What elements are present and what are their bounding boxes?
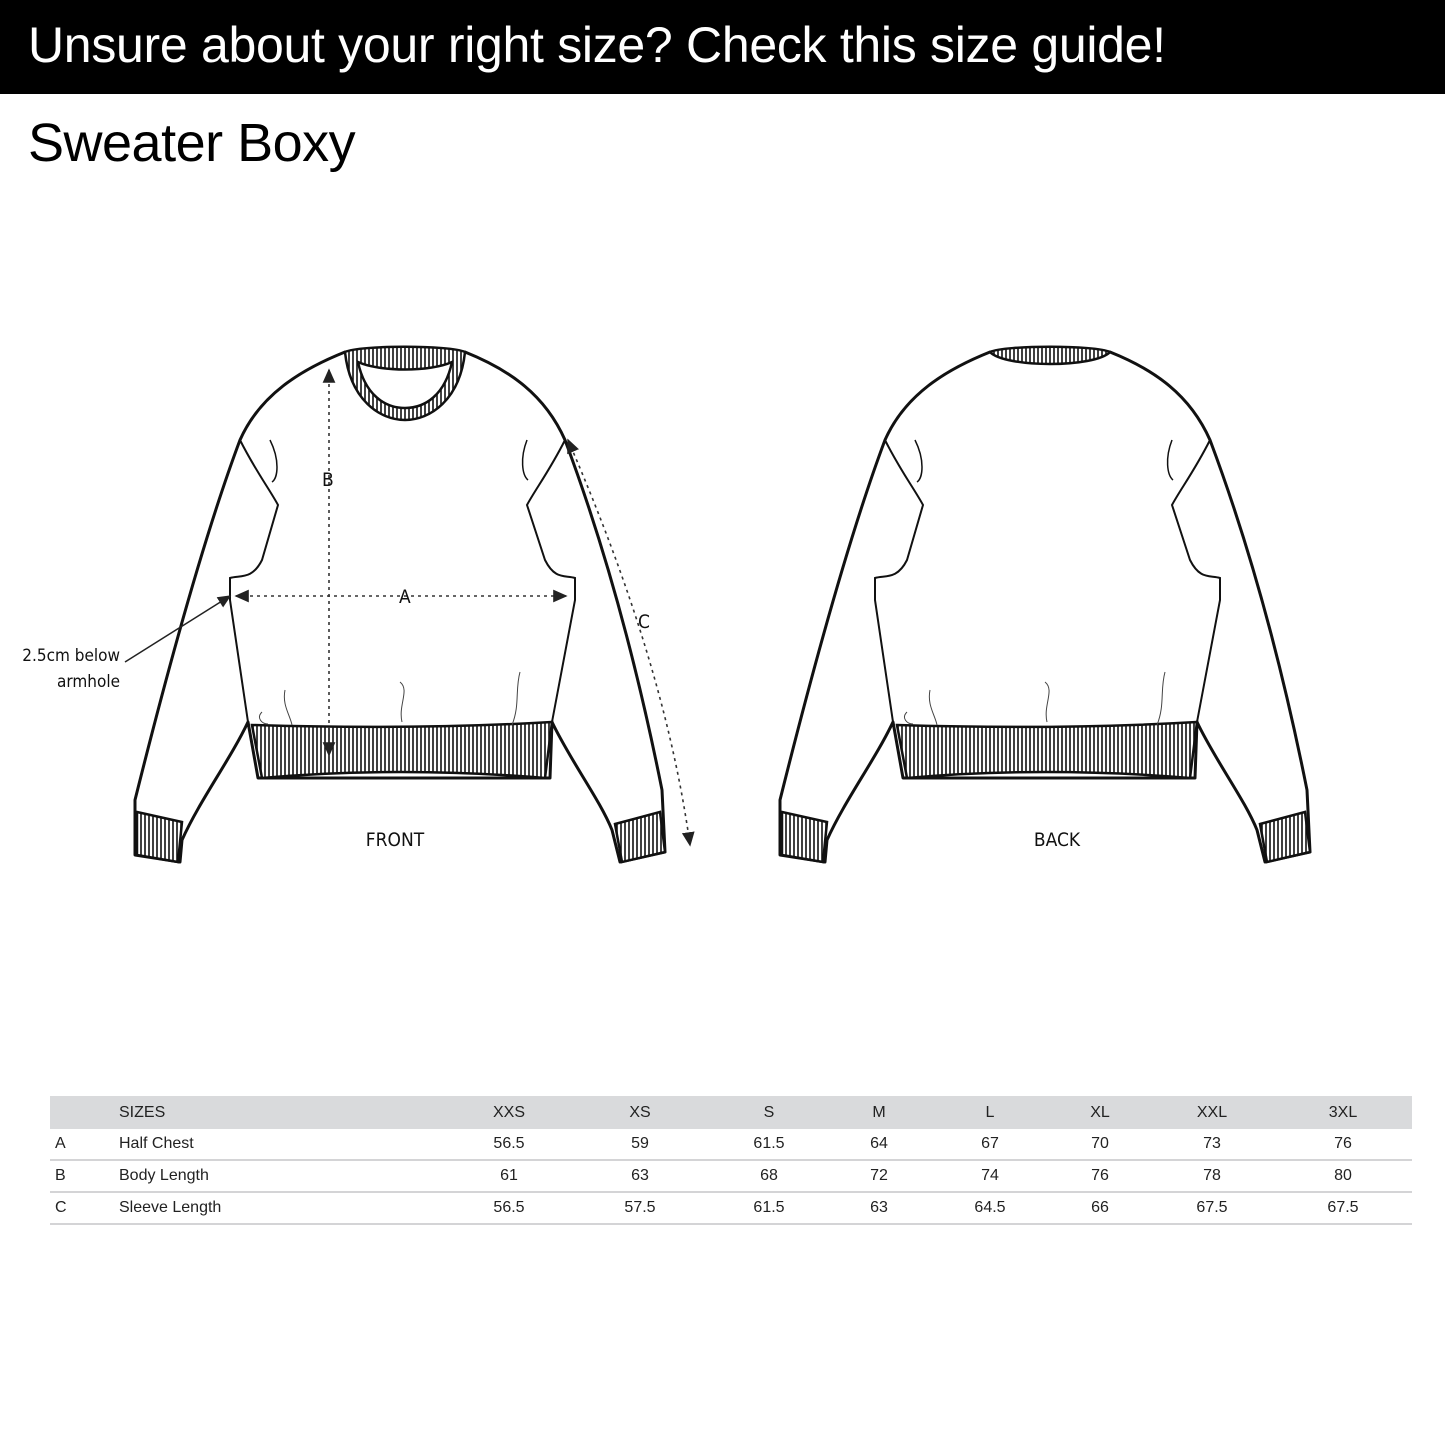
table-cell: 74 xyxy=(981,1167,999,1184)
table-cell: 76 xyxy=(1091,1167,1109,1184)
front-sweater xyxy=(133,345,667,864)
table-cell: 59 xyxy=(631,1135,649,1152)
size-table: SIZES XXS XS S M L XL XXL 3XL A Half Ches… xyxy=(50,1096,1412,1225)
label-c: C xyxy=(638,611,650,633)
table-cell: 76 xyxy=(1334,1135,1352,1152)
back-label: BACK xyxy=(1034,829,1081,851)
table-cell: 68 xyxy=(760,1167,778,1184)
table-cell: 73 xyxy=(1203,1135,1221,1152)
label-a: A xyxy=(399,586,411,608)
row-label: Body Length xyxy=(119,1167,209,1184)
header-size: XXS xyxy=(492,1103,526,1121)
header-size: 3XL xyxy=(1328,1103,1358,1121)
table-cell: 78 xyxy=(1203,1167,1221,1184)
note-line2: armhole xyxy=(57,672,120,692)
table-cell: 67 xyxy=(981,1135,999,1152)
row-label: Half Chest xyxy=(119,1135,194,1152)
table-cell: 57.5 xyxy=(624,1199,656,1216)
row-key: A xyxy=(55,1135,66,1152)
note-line1: 2.5cm below xyxy=(22,646,120,666)
table-cell: 70 xyxy=(1091,1135,1109,1152)
table-cell: 66 xyxy=(1091,1199,1109,1216)
row-label: Sleeve Length xyxy=(119,1199,222,1216)
header-size: XXL xyxy=(1196,1103,1228,1121)
table-cell: 61.5 xyxy=(753,1199,785,1216)
row-key: C xyxy=(55,1199,67,1216)
banner-text: Unsure about your right size? Check this… xyxy=(28,17,1166,73)
table-cell: 72 xyxy=(870,1167,888,1184)
table-cell: 61 xyxy=(500,1167,518,1184)
header-size: S xyxy=(763,1103,775,1121)
label-b: B xyxy=(322,469,334,491)
measure-c-line xyxy=(567,438,695,847)
sweater-diagram: B A C 2.5cm below armhole FRONT BACK xyxy=(22,345,1312,864)
table-cell: 80 xyxy=(1334,1167,1352,1184)
table-cell: 61.5 xyxy=(753,1135,785,1152)
table-cell: 63 xyxy=(631,1167,649,1184)
table-row: A Half Chest 56.5 59 61.5 64 67 70 73 76 xyxy=(50,1129,1412,1161)
table-cell: 67.5 xyxy=(1196,1199,1228,1216)
row-key: B xyxy=(55,1167,66,1184)
top-banner: Unsure about your right size? Check this… xyxy=(0,0,1445,94)
front-label: FRONT xyxy=(366,829,425,851)
page-title: Sweater Boxy xyxy=(28,113,356,173)
table-cell: 56.5 xyxy=(493,1135,525,1152)
header-size: L xyxy=(985,1103,995,1121)
table-row: B Body Length 61 63 68 72 74 76 78 80 xyxy=(50,1161,1412,1193)
table-header: SIZES XXS XS S M L XL XXL 3XL xyxy=(50,1096,1412,1129)
header-size: M xyxy=(872,1103,886,1121)
table-cell: 64 xyxy=(870,1135,888,1152)
table-cell: 67.5 xyxy=(1327,1199,1359,1216)
table-cell: 63 xyxy=(870,1199,888,1216)
header-sizes: SIZES xyxy=(119,1103,166,1121)
table-cell: 56.5 xyxy=(493,1199,525,1216)
table-row: C Sleeve Length 56.5 57.5 61.5 63 64.5 66 67.5 67… xyxy=(50,1193,1412,1225)
header-size: XL xyxy=(1090,1103,1110,1121)
note-arrow xyxy=(124,595,232,663)
back-sweater xyxy=(778,345,1312,864)
header-size: XS xyxy=(629,1103,651,1121)
table-cell: 64.5 xyxy=(974,1199,1006,1216)
